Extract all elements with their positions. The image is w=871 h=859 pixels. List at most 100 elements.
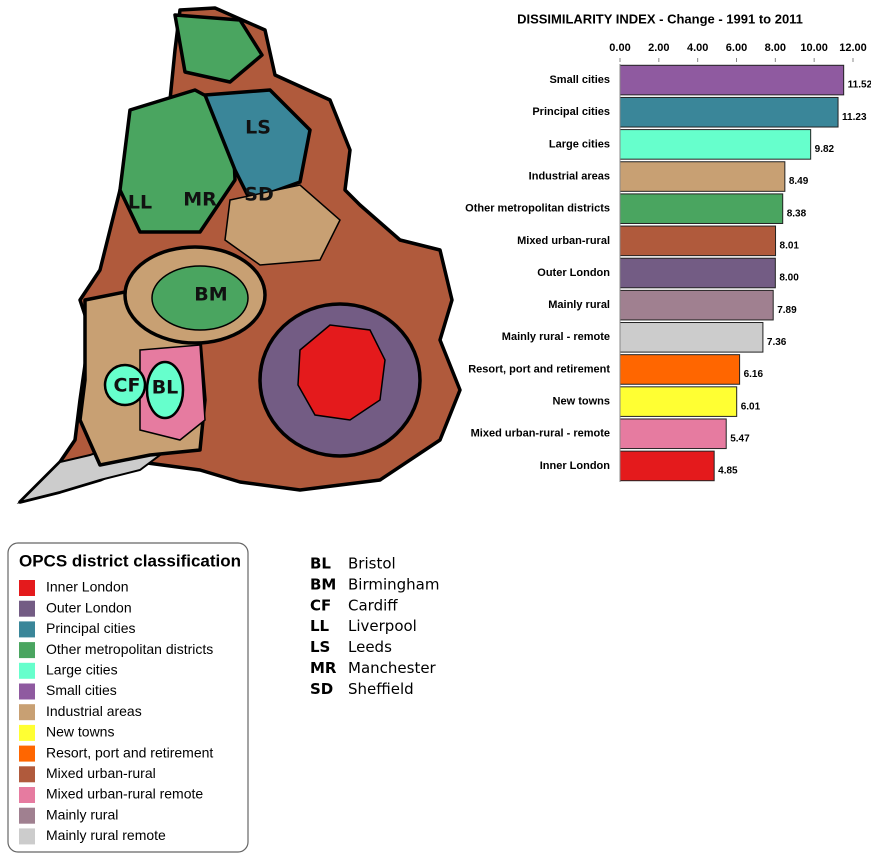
x-tick-label: 8.00 bbox=[765, 42, 786, 54]
legend-label: Resort, port and retirement bbox=[46, 744, 213, 760]
y-tick-label: Principal cities bbox=[532, 106, 610, 118]
value-label: 7.36 bbox=[767, 337, 787, 348]
abbreviation-code: LS bbox=[310, 638, 330, 656]
legend-swatch bbox=[19, 828, 35, 845]
bar bbox=[619, 225, 777, 257]
legend-swatch bbox=[19, 662, 35, 679]
value-label: 11.52 bbox=[848, 80, 871, 91]
abbreviation-name: Manchester bbox=[348, 659, 437, 677]
y-tick-label: Mainly rural bbox=[548, 299, 610, 311]
abbreviation-code: LL bbox=[310, 617, 330, 635]
value-label: 5.47 bbox=[730, 433, 750, 444]
y-tick-label: Large cities bbox=[549, 138, 610, 150]
y-tick-label: Small cities bbox=[549, 74, 610, 86]
value-label: 9.82 bbox=[815, 144, 835, 155]
map-north-top bbox=[173, 13, 264, 84]
bar bbox=[619, 354, 741, 385]
legend-swatch bbox=[19, 642, 35, 659]
abbreviation-name: Sheffield bbox=[348, 680, 414, 698]
y-tick-label: Inner London bbox=[540, 460, 611, 472]
value-label: 8.01 bbox=[780, 240, 800, 251]
legend-label: Outer London bbox=[46, 599, 132, 615]
legend-label: Large cities bbox=[46, 662, 118, 678]
legend-label: Other metropolitan districts bbox=[46, 641, 213, 657]
legend-swatch bbox=[19, 807, 35, 824]
map-birmingham bbox=[151, 265, 249, 331]
legend-swatch bbox=[19, 766, 35, 783]
abbreviation-name: Bristol bbox=[348, 555, 396, 573]
map-leeds bbox=[203, 88, 312, 202]
abbreviation-name: Birmingham bbox=[348, 575, 439, 593]
map-northwest bbox=[118, 88, 237, 234]
legend-swatch bbox=[19, 787, 35, 803]
value-label: 4.85 bbox=[718, 466, 738, 477]
bar bbox=[619, 193, 784, 224]
x-tick-label: 6.00 bbox=[726, 42, 747, 54]
bar bbox=[619, 161, 786, 192]
legend-label: Principal cities bbox=[46, 620, 135, 636]
legend-swatch bbox=[19, 621, 35, 638]
abbreviation-code: MR bbox=[310, 659, 337, 677]
legend-swatch bbox=[19, 745, 35, 762]
y-tick-label: Mixed urban-rural bbox=[517, 235, 610, 247]
legend-label: Inner London bbox=[46, 579, 129, 595]
bar bbox=[619, 418, 727, 450]
bar bbox=[619, 450, 715, 482]
bar bbox=[619, 96, 839, 128]
legend-label: Mainly rural bbox=[46, 806, 118, 822]
y-tick-label: Other metropolitan districts bbox=[465, 203, 610, 215]
bar bbox=[619, 64, 845, 96]
legend-swatch bbox=[19, 600, 35, 617]
y-tick-label: Industrial areas bbox=[529, 170, 610, 182]
value-label: 6.16 bbox=[744, 369, 764, 380]
legend-box bbox=[7, 542, 249, 853]
legend-swatch bbox=[19, 580, 35, 596]
map-label: LS bbox=[245, 117, 271, 139]
abbreviation-code: BL bbox=[310, 555, 331, 573]
y-tick-label: Mainly rural - remote bbox=[502, 331, 610, 343]
x-tick-label: 2.00 bbox=[648, 42, 669, 54]
y-tick-label: New towns bbox=[553, 396, 610, 408]
value-label: 8.00 bbox=[779, 273, 799, 284]
legend-title: OPCS district classification bbox=[19, 551, 241, 570]
abbreviation-code: BM bbox=[310, 575, 336, 593]
bar bbox=[619, 386, 738, 417]
bar bbox=[619, 129, 812, 160]
value-label: 8.49 bbox=[789, 176, 809, 187]
map-bristol bbox=[145, 360, 185, 420]
bar bbox=[619, 289, 774, 321]
value-label: 11.23 bbox=[842, 112, 867, 123]
map-label: SD bbox=[244, 184, 273, 206]
chart-title: DISSIMILARITY INDEX - Change - 1991 to 2… bbox=[517, 11, 803, 26]
legend-swatch bbox=[19, 704, 35, 721]
abbreviation-name: Cardiff bbox=[348, 596, 398, 614]
bar bbox=[619, 257, 776, 289]
legend-swatch bbox=[19, 724, 35, 741]
x-tick-label: 10.00 bbox=[800, 42, 828, 54]
map-label: LL bbox=[128, 192, 152, 214]
y-tick-label: Mixed urban-rural - remote bbox=[471, 428, 610, 440]
map-label: MR bbox=[183, 189, 217, 211]
map-cardiff bbox=[103, 363, 147, 407]
x-tick-label: 12.00 bbox=[839, 42, 867, 54]
map-label: BL bbox=[152, 377, 179, 399]
legend-label: Mainly rural remote bbox=[46, 827, 166, 843]
map-label: BM bbox=[194, 284, 227, 306]
abbreviation-name: Leeds bbox=[348, 638, 392, 656]
legend-label: Mixed urban-rural bbox=[46, 765, 156, 781]
map-inner-london bbox=[297, 324, 386, 421]
x-tick-label: 4.00 bbox=[687, 42, 708, 54]
value-label: 6.01 bbox=[741, 401, 761, 412]
abbreviation-code: SD bbox=[310, 680, 333, 698]
cartogram-map: LS LL MR SD BM CF BL bbox=[16, 6, 462, 504]
value-label: 8.38 bbox=[787, 208, 807, 219]
y-tick-label: Resort, port and retirement bbox=[468, 363, 610, 375]
value-label: 7.89 bbox=[777, 305, 797, 316]
map-midlands-north bbox=[224, 184, 341, 266]
abbreviation-code: CF bbox=[310, 596, 331, 614]
bar bbox=[619, 322, 764, 353]
x-tick-label: 0.00 bbox=[609, 42, 630, 54]
map-label: CF bbox=[114, 375, 141, 397]
legend-label: Industrial areas bbox=[46, 703, 142, 719]
